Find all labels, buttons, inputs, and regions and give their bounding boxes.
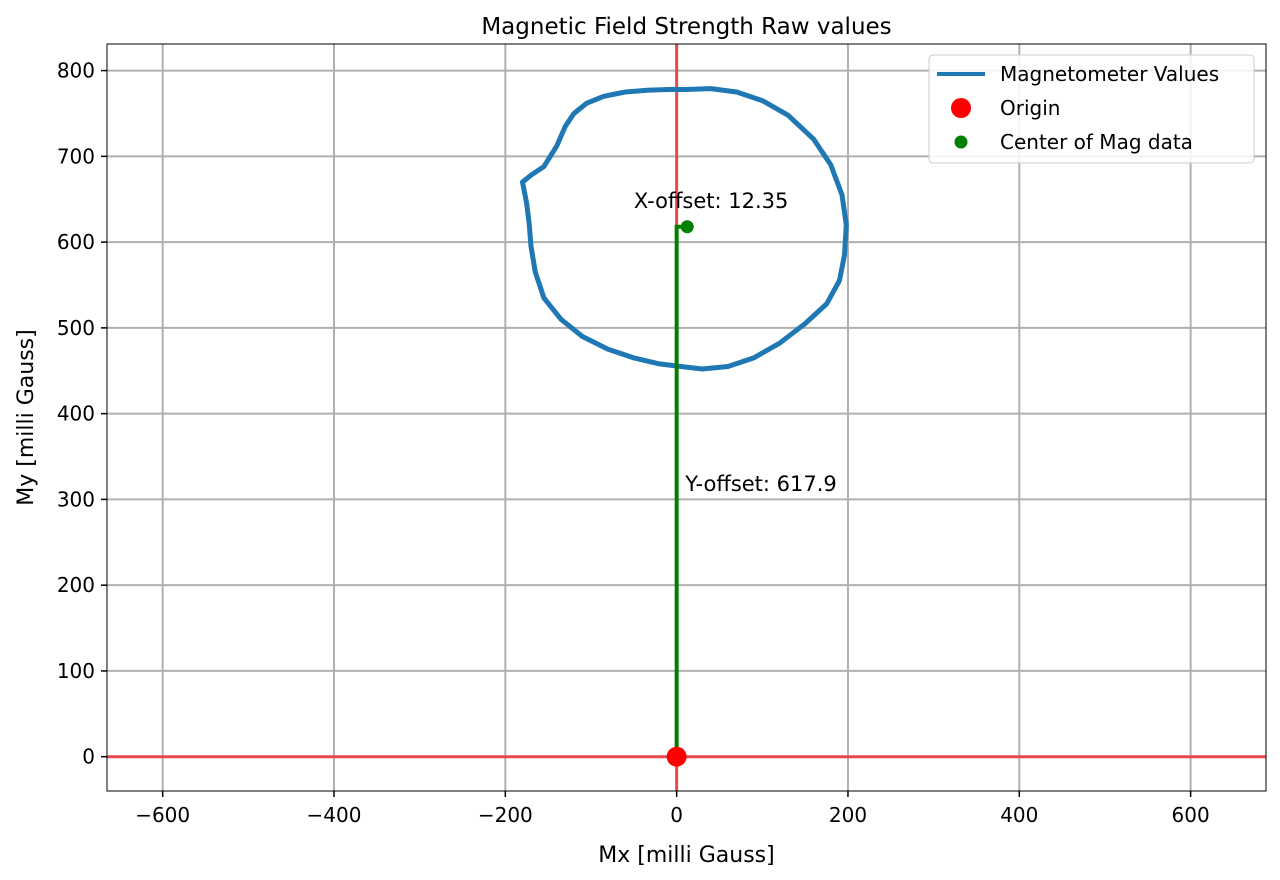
origin-point	[666, 746, 687, 767]
annotations: X-offset: 12.35 Y-offset: 617.9	[634, 189, 837, 496]
center-point	[680, 220, 694, 234]
y-tick-label: 100	[57, 659, 95, 683]
x-tick-label: 200	[829, 803, 867, 827]
x-tick-label: 0	[670, 803, 683, 827]
y-tick-label: 400	[57, 402, 95, 426]
annotation-label: Y-offset: 617.9	[684, 472, 837, 496]
y-tick-label: 800	[57, 59, 95, 83]
chart-title: Magnetic Field Strength Raw values	[481, 14, 891, 40]
x-tick-label: −200	[478, 803, 533, 827]
ticks: −600 −400 −200 0 200 400 600 0 100 200 300 400 500 60…	[57, 59, 1210, 827]
legend-label: Magnetometer Values	[1000, 62, 1219, 86]
legend-box	[928, 54, 1255, 164]
x-tick-label: 600	[1172, 803, 1210, 827]
annotation-label: X-offset: 12.35	[634, 189, 789, 213]
legend-label: Center of Mag data	[1000, 130, 1193, 154]
y-tick-label: 300	[57, 487, 95, 511]
y-tick-label: 700	[57, 144, 95, 168]
x-tick-label: −400	[307, 803, 362, 827]
x-axis-label: Mx [milli Gauss]	[598, 843, 774, 868]
plot-area	[107, 44, 1266, 791]
y-tick-label: 200	[57, 573, 95, 597]
legend-swatch-origin	[951, 98, 971, 118]
x-tick-label: −600	[135, 803, 190, 827]
y-tick-label: 600	[57, 230, 95, 254]
legend-swatch-center	[954, 135, 968, 149]
x-tick-label: 400	[1000, 803, 1038, 827]
y-tick-label: 500	[57, 316, 95, 340]
y-tick-label: 0	[82, 745, 95, 769]
series-magnetometer-values	[520, 86, 849, 372]
legend: Magnetometer Values Origin Center of Mag d…	[928, 54, 1255, 164]
plot-frame	[106, 43, 1267, 792]
y-axis-label: My [milli Gauss]	[14, 329, 39, 505]
legend-label: Origin	[1000, 96, 1060, 120]
